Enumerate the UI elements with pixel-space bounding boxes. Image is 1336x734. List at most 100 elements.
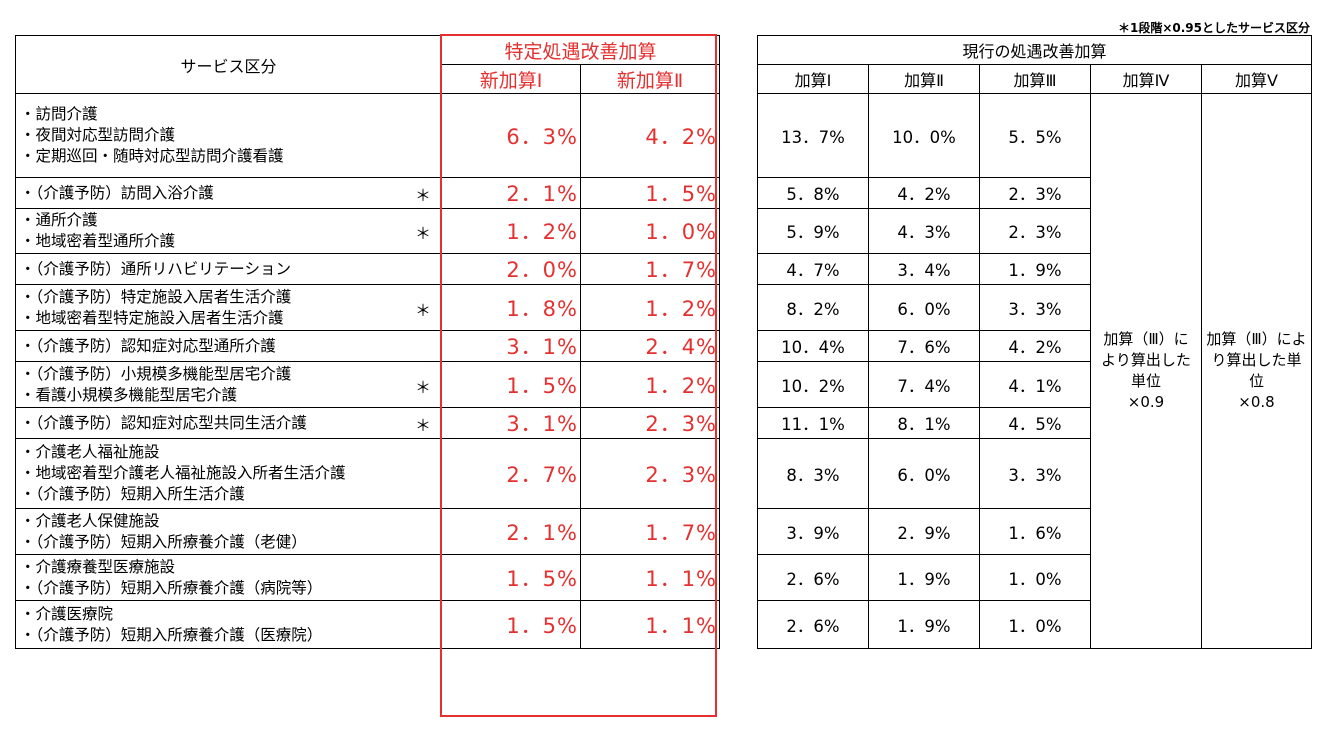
service-name: ・（介護予防）短期入所生活介護 bbox=[20, 485, 245, 503]
current-rate-2: 4．3% bbox=[868, 208, 981, 254]
star-mark: ＊ bbox=[414, 300, 431, 320]
service-cell: ・（介護予防）小規模多機能型居宅介護 ・看護小規模多機能型居宅介護 ＊ bbox=[15, 361, 442, 408]
current-rate-2: 7．6% bbox=[868, 330, 981, 362]
service-name: ・（介護予防）認知症対応型共同生活介護 bbox=[20, 413, 307, 432]
new-rate-1: 2．0% bbox=[441, 253, 581, 285]
new-rate-1: 2．1% bbox=[441, 177, 581, 209]
current-rate-1: 13．7% bbox=[757, 93, 870, 178]
new-rate-2: 1．1% bbox=[579, 554, 721, 601]
service-name: ・（介護予防）通所リハビリテーション bbox=[20, 259, 291, 278]
current-rate-1: 8．3% bbox=[757, 438, 870, 509]
service-cell: ・（介護予防）認知症対応型通所介護 bbox=[15, 330, 442, 362]
current-rate-2: 6．0% bbox=[868, 438, 981, 509]
current-rate-2: 4．2% bbox=[868, 177, 981, 209]
service-cell: ・介護老人保健施設・（介護予防）短期入所療養介護（老健） bbox=[15, 508, 442, 555]
service-name: ・（介護予防）短期入所療養介護（老健） bbox=[20, 532, 307, 551]
new-rate-1: 6．3% bbox=[441, 93, 581, 178]
new-rate-2: 2．3% bbox=[579, 438, 721, 509]
kasan4-cell: 加算（Ⅲ）に より算出した 単位 ×0.9 bbox=[1090, 93, 1203, 649]
table-row: ・介護老人保健施設 ・（介護予防）短期入所療養介護（老健） 2．1% 1．7% 3．9%… bbox=[15, 508, 1312, 555]
new-rate-2: 1．0% bbox=[579, 208, 721, 254]
service-name: ・介護老人保健施設 bbox=[20, 511, 160, 530]
service-cell: ・通所介護・地域密着型通所介護 ＊ bbox=[15, 208, 442, 254]
service-name: ・地域密着型介護老人福祉施設入所者生活介護 bbox=[20, 464, 346, 482]
header-gap-2 bbox=[719, 64, 759, 94]
service-name: ・地域密着型特定施設入居者生活介護 bbox=[20, 308, 284, 327]
table-row: ・介護療養型医療施設 ・（介護予防）短期入所療養介護（病院等） 1．5% 1．1% 2．… bbox=[15, 554, 1312, 601]
new-rate-1: 1．5% bbox=[441, 361, 581, 408]
current-rate-3: 3．3% bbox=[979, 438, 1092, 509]
header-new-1: 新加算Ⅰ bbox=[441, 64, 581, 94]
current-rate-2: 10．0% bbox=[868, 93, 981, 178]
current-rate-2: 6．0% bbox=[868, 284, 981, 331]
header-cur-3: 加算Ⅲ bbox=[979, 64, 1092, 94]
table-row: ・（介護予防）小規模多機能型居宅介護 ・看護小規模多機能型居宅介護 ＊ 1．5% 1．2… bbox=[15, 361, 1312, 408]
current-rate-3: 1．9% bbox=[979, 253, 1092, 285]
table-row: ・（介護予防）特定施設入居者生活介護 ・地域密着型特定施設入居者生活介護 ＊ 1．8%… bbox=[15, 284, 1312, 331]
service-name: ・定期巡回・随時対応型訪問介護看護 bbox=[20, 147, 284, 165]
gap-cell bbox=[719, 554, 759, 601]
gap-cell bbox=[719, 361, 759, 408]
table-row: ・（介護予防）通所リハビリテーション 2．0% 1．7% 4．7% 3．4% 1．9% bbox=[15, 253, 1312, 285]
current-rate-1: 3．9% bbox=[757, 508, 870, 555]
current-rate-3: 1．6% bbox=[979, 508, 1092, 555]
current-rate-2: 1．9% bbox=[868, 600, 981, 649]
gap-cell bbox=[719, 330, 759, 362]
current-rate-2: 7．4% bbox=[868, 361, 981, 408]
header-special-group: 特定処遇改善加算 bbox=[440, 35, 721, 65]
kasan5-line: り算出した単 bbox=[1211, 351, 1302, 369]
current-rate-1: 5．9% bbox=[757, 208, 870, 254]
kasan5-cell: 加算（Ⅲ）によ り算出した単位 ×0.8 bbox=[1201, 93, 1313, 649]
kasan4-line: 単位 bbox=[1131, 372, 1162, 390]
current-rate-1: 2．6% bbox=[757, 554, 870, 601]
new-rate-1: 1．5% bbox=[441, 554, 581, 601]
gap-cell bbox=[719, 438, 759, 509]
new-rate-2: 1．7% bbox=[579, 508, 721, 555]
new-rate-2: 1．1% bbox=[579, 600, 721, 649]
current-rate-3: 4．1% bbox=[979, 361, 1092, 408]
service-name: ・通所介護 bbox=[20, 211, 98, 229]
new-rate-2: 1．2% bbox=[579, 361, 721, 408]
kasan4-line: 加算（Ⅲ）に bbox=[1103, 330, 1189, 348]
new-rate-2: 1．5% bbox=[579, 177, 721, 209]
current-rate-1: 11．1% bbox=[757, 407, 870, 439]
new-rate-1: 1．2% bbox=[441, 208, 581, 254]
current-rate-1: 10．4% bbox=[757, 330, 870, 362]
header-service: サービス区分 bbox=[15, 35, 442, 94]
current-rate-2: 8．1% bbox=[868, 407, 981, 439]
service-name: ・訪問介護 bbox=[20, 105, 98, 123]
service-name: ・地域密着型通所介護 bbox=[20, 232, 176, 250]
star-mark: ＊ bbox=[414, 224, 431, 244]
new-rate-2: 2．4% bbox=[579, 330, 721, 362]
current-rate-1: 5．8% bbox=[757, 177, 870, 209]
service-cell: ・介護療養型医療施設 ・（介護予防）短期入所療養介護（病院等） bbox=[15, 554, 442, 601]
star-mark: ＊ bbox=[414, 377, 431, 397]
new-rate-1: 1．8% bbox=[441, 284, 581, 331]
service-cell: ・（介護予防）特定施設入居者生活介護 ・地域密着型特定施設入居者生活介護 ＊ bbox=[15, 284, 442, 331]
header-gap bbox=[719, 35, 759, 65]
new-rate-1: 3．1% bbox=[441, 407, 581, 439]
current-rate-2: 2．9% bbox=[868, 508, 981, 555]
current-rate-3: 2．3% bbox=[979, 177, 1092, 209]
current-rate-3: 5．5% bbox=[979, 93, 1092, 178]
service-name: ・（介護予防）訪問入浴介護 bbox=[20, 183, 214, 202]
current-rate-1: 10．2% bbox=[757, 361, 870, 408]
current-rate-1: 8．2% bbox=[757, 284, 870, 331]
new-rate-1: 2．7% bbox=[441, 438, 581, 509]
service-name: ・（介護予防）認知症対応型通所介護 bbox=[20, 336, 276, 355]
new-rate-2: 1．2% bbox=[579, 284, 721, 331]
current-rate-3: 1．0% bbox=[979, 554, 1092, 601]
gap-cell bbox=[719, 253, 759, 285]
service-name: ・介護医療院 bbox=[20, 604, 114, 623]
current-rate-1: 2．6% bbox=[757, 600, 870, 649]
new-rate-1: 2．1% bbox=[441, 508, 581, 555]
service-cell: ・（介護予防）訪問入浴介護 ＊ bbox=[15, 177, 442, 209]
new-rate-2: 1．7% bbox=[579, 253, 721, 285]
table-row: ・（介護予防）認知症対応型通所介護 3．1% 2．4% 10．4% 7．6% 4．2% bbox=[15, 330, 1312, 362]
gap-cell bbox=[719, 93, 759, 178]
star-mark: ＊ bbox=[414, 416, 431, 436]
current-rate-2: 3．4% bbox=[868, 253, 981, 285]
service-name: ・（介護予防）小規模多機能型居宅介護 bbox=[20, 364, 292, 383]
header-new-2: 新加算Ⅱ bbox=[579, 64, 721, 94]
new-rate-1: 3．1% bbox=[441, 330, 581, 362]
